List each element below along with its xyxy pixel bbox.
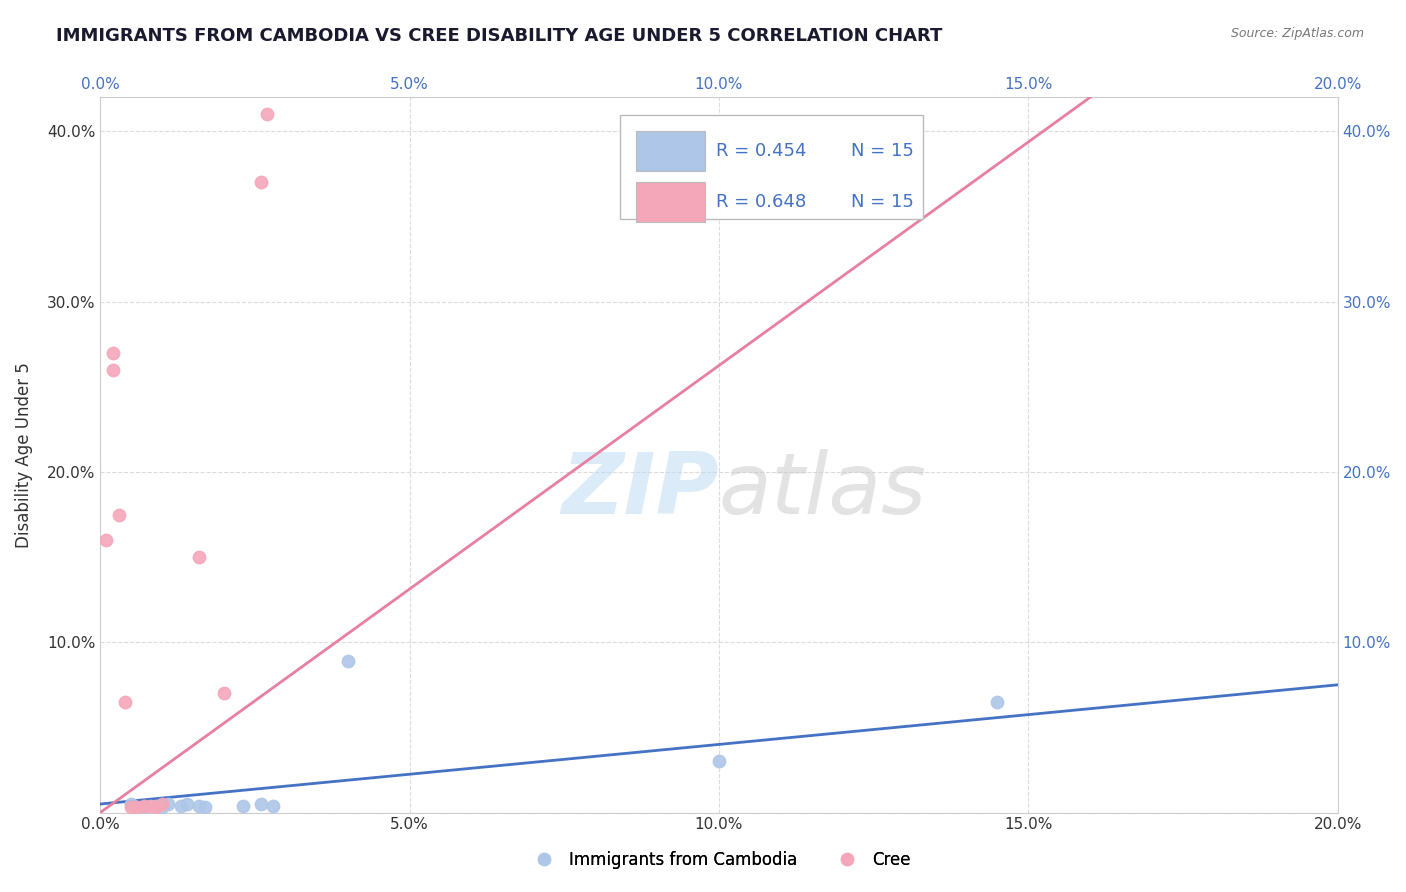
Point [101,363,124,377]
Point [114,695,136,709]
Point [707,755,730,769]
Y-axis label: Disability Age Under 5: Disability Age Under 5 [15,362,32,548]
Point [132,800,155,814]
Text: R = 0.454: R = 0.454 [717,142,807,160]
Point [101,345,124,359]
Point [96,533,118,547]
Point [139,798,162,813]
Point [263,798,285,813]
Point [232,798,254,813]
Point [986,695,1008,709]
Point [250,797,273,811]
Text: ZIP: ZIP [561,450,718,533]
Point [188,550,211,565]
Point [120,800,142,814]
Point [336,654,359,668]
Point [176,797,198,811]
FancyBboxPatch shape [636,131,706,171]
Text: N = 15: N = 15 [852,142,914,160]
FancyBboxPatch shape [620,115,924,219]
Point [145,800,167,814]
Text: R = 0.648: R = 0.648 [717,194,807,211]
Point [194,800,217,814]
Point [250,176,273,190]
Point [145,798,167,813]
Text: Source: ZipAtlas.com: Source: ZipAtlas.com [1230,27,1364,40]
Point [212,686,235,700]
Text: IMMIGRANTS FROM CAMBODIA VS CREE DISABILITY AGE UNDER 5 CORRELATION CHART: IMMIGRANTS FROM CAMBODIA VS CREE DISABIL… [56,27,942,45]
Legend: Immigrants from Cambodia, Cree: Immigrants from Cambodia, Cree [520,845,917,876]
Point [150,800,173,814]
Point [150,797,173,811]
Point [256,107,278,121]
FancyBboxPatch shape [636,183,706,222]
Point [120,797,142,811]
Text: N = 15: N = 15 [852,194,914,211]
Point [157,797,180,811]
Text: atlas: atlas [718,450,927,533]
Point [127,800,149,814]
Point [188,798,211,813]
Point [132,798,155,813]
Point [170,798,193,813]
Point [108,508,131,522]
